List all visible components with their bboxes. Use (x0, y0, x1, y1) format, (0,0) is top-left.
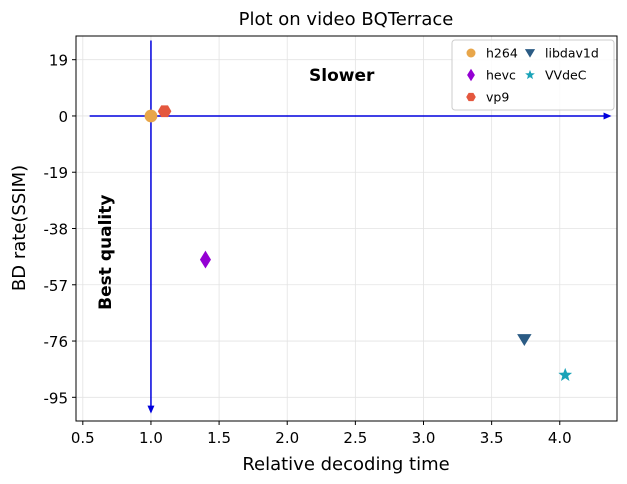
y-tick-label: -38 (44, 221, 69, 239)
x-axis-ticks: 0.5 1.0 1.5 2.0 2.5 3.0 3.5 4.0 (71, 421, 572, 447)
legend: h264 hevc vp9 libdav1d VVdeC (451, 39, 615, 111)
legend-item-hevc: hevc (467, 68, 516, 83)
x-tick-label: 3.5 (480, 429, 504, 447)
data-point-h264 (144, 109, 158, 123)
x-tick-label: 1.0 (139, 429, 163, 447)
data-point-libdav1d (517, 334, 532, 347)
legend-item-vp9: vp9 (466, 90, 509, 105)
legend-label: h264 (486, 46, 518, 61)
legend-item-h264: h264 (466, 46, 518, 61)
legend-label: VVdeC (545, 68, 587, 83)
legend-marker (466, 48, 476, 58)
data-point-vvdec (558, 367, 573, 381)
y-tick-label: -95 (44, 389, 69, 407)
y-axis-ticks: 19 0 -19 -38 -57 -76 -95 (44, 52, 76, 407)
data-point-hevc (199, 250, 211, 269)
arrow-head-right (603, 112, 612, 120)
x-tick-label: 4.0 (548, 429, 572, 447)
x-tick-label: 0.5 (71, 429, 95, 447)
y-tick-label: -57 (44, 277, 69, 295)
y-tick-label: -19 (44, 164, 69, 182)
data-points (144, 105, 573, 381)
annotation-slower: Slower (309, 66, 375, 86)
annotations: Slower Best quality (96, 66, 375, 310)
legend-marker (466, 92, 476, 102)
x-tick-label: 2.0 (275, 429, 299, 447)
y-tick-label: -76 (44, 333, 69, 351)
legend-marker (525, 69, 535, 80)
legend-box (451, 39, 615, 111)
x-tick-label: 2.5 (343, 429, 367, 447)
legend-label: libdav1d (545, 46, 599, 61)
arrow-head-down (147, 405, 155, 414)
legend-item-libdav1d: libdav1d (524, 46, 599, 61)
legend-marker (467, 68, 475, 82)
x-axis-title: Relative decoding time (242, 454, 449, 475)
data-point-vp9 (157, 105, 172, 118)
y-tick-label: 0 (58, 108, 68, 126)
legend-label: hevc (486, 68, 516, 83)
legend-label: vp9 (486, 90, 509, 105)
legend-item-vvdec: VVdeC (525, 68, 587, 83)
reference-lines (89, 40, 612, 414)
y-tick-label: 19 (49, 52, 68, 70)
y-axis-title: BD rate(SSIM) (9, 165, 30, 291)
x-tick-label: 1.5 (207, 429, 231, 447)
x-tick-label: 3.0 (412, 429, 436, 447)
annotation-best-quality: Best quality (96, 195, 116, 310)
chart-title: Plot on video BQTerrace (239, 9, 454, 30)
legend-marker (524, 49, 536, 58)
